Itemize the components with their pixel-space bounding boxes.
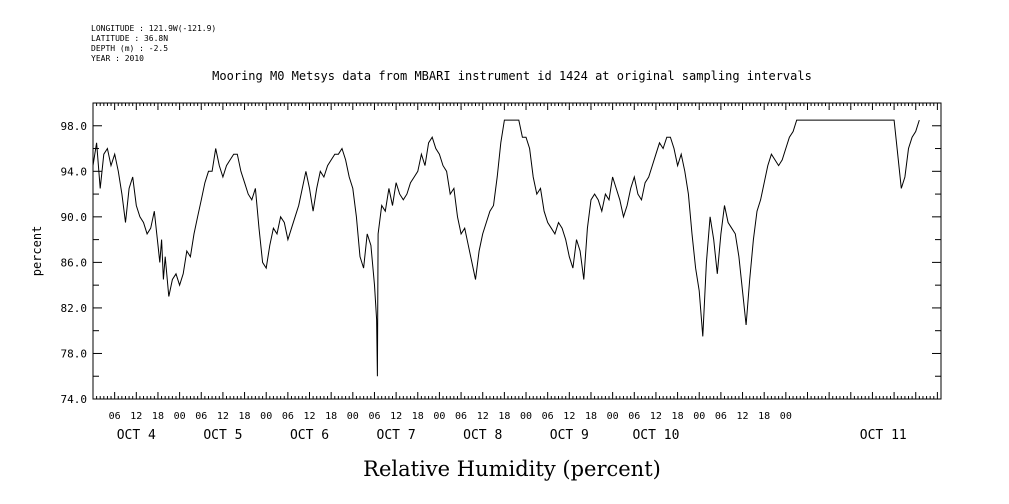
meta-depth: DEPTH (m) : -2.5	[91, 44, 168, 53]
x-day-label: OCT 6	[290, 428, 329, 443]
x-hour-label: 18	[585, 411, 597, 422]
y-tick-label: 86.0	[61, 256, 88, 269]
meta-longitude: LONGITUDE : 121.9W(-121.9)	[91, 24, 216, 33]
x-hour-label: 18	[758, 411, 770, 422]
x-hour-label: 18	[498, 411, 510, 422]
x-hour-label: 06	[715, 411, 727, 422]
humidity-series-line	[92, 119, 920, 377]
x-hour-label: 18	[152, 411, 164, 422]
x-axis: 06 12 18 00 06 12 18 00 06 12 18 00 06 12 18 00 06 12 18 00…	[92, 103, 942, 443]
x-hour-label: 00	[433, 411, 445, 422]
x-hour-label: 06	[455, 411, 467, 422]
y-tick-label: 98.0	[61, 120, 88, 133]
x-hour-label: 06	[368, 411, 380, 422]
x-hour-label: 18	[239, 411, 251, 422]
x-hour-label: 12	[737, 411, 749, 422]
y-axis-label: percent	[30, 226, 44, 277]
x-day-label: OCT 5	[203, 428, 242, 443]
x-hour-label: 12	[130, 411, 142, 422]
x-hour-label: 06	[542, 411, 554, 422]
x-hour-label: 00	[260, 411, 272, 422]
x-hour-label: 18	[672, 411, 684, 422]
x-hour-label: 06	[628, 411, 640, 422]
y-tick-label: 94.0	[61, 165, 88, 178]
x-hour-label: 06	[195, 411, 207, 422]
x-day-label: OCT 11	[860, 428, 907, 443]
y-tick-label: 74.0	[61, 393, 88, 406]
y-tick-label: 78.0	[61, 347, 88, 360]
y-tick-label: 90.0	[61, 211, 88, 224]
x-day-label: OCT 4	[117, 428, 156, 443]
x-hour-label: 12	[563, 411, 575, 422]
x-hour-label: 12	[477, 411, 489, 422]
x-day-label: OCT 8	[463, 428, 502, 443]
plot-frame	[92, 102, 942, 400]
x-hour-label: 00	[780, 411, 792, 422]
x-hour-label: 00	[174, 411, 186, 422]
x-day-label: OCT 9	[550, 428, 589, 443]
meta-latitude: LATITUDE : 36.8N	[91, 34, 168, 43]
x-hour-label: 12	[390, 411, 402, 422]
x-hour-label: 12	[303, 411, 315, 422]
meta-year: YEAR : 2010	[91, 54, 144, 63]
y-tick-label: 82.0	[61, 302, 88, 315]
x-hour-label: 00	[693, 411, 705, 422]
y-axis: 74.0 78.0 82.0 86.0 90.0 94.0 98.0	[61, 102, 941, 406]
x-hour-label: 12	[650, 411, 662, 422]
x-day-label: OCT 7	[377, 428, 416, 443]
x-hour-label: 18	[412, 411, 424, 422]
x-hour-label: 00	[607, 411, 619, 422]
x-axis-label: Relative Humidity (percent)	[363, 457, 661, 481]
x-hour-label: 06	[282, 411, 294, 422]
chart-title: Mooring M0 Metsys data from MBARI instru…	[212, 69, 812, 83]
x-hour-label: 12	[217, 411, 229, 422]
x-hour-label: 00	[520, 411, 532, 422]
x-hour-label: 18	[325, 411, 337, 422]
x-day-label: OCT 10	[632, 428, 679, 443]
x-hour-label: 00	[347, 411, 359, 422]
x-hour-label: 06	[109, 411, 121, 422]
